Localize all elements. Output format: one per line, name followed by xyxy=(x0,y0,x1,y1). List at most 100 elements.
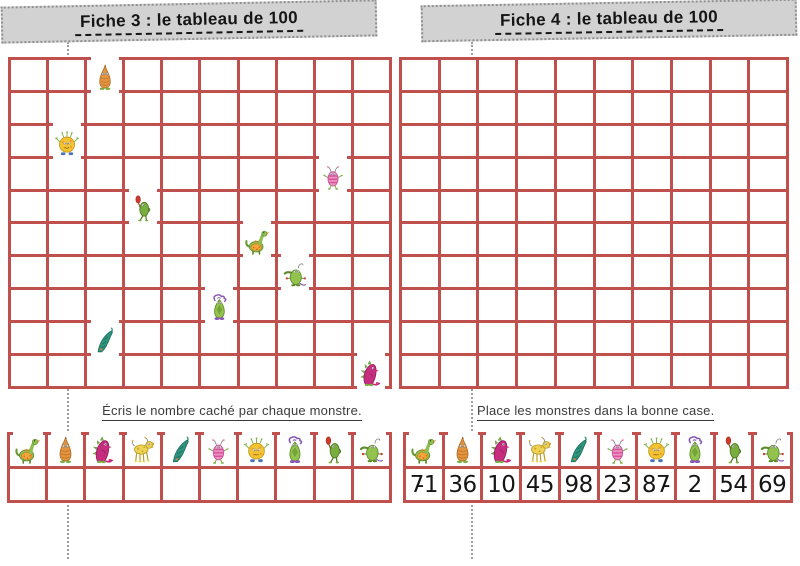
grid-cell[interactable] xyxy=(87,224,123,255)
grid-cell[interactable] xyxy=(440,323,477,354)
grid-cell[interactable] xyxy=(163,290,199,321)
grid-cell[interactable] xyxy=(711,224,748,255)
grid-cell[interactable] xyxy=(315,224,351,255)
grid-cell[interactable] xyxy=(239,125,275,156)
grid-cell[interactable] xyxy=(672,92,709,123)
grid-cell[interactable] xyxy=(711,60,748,90)
grid-cell[interactable] xyxy=(672,125,709,156)
grid-cell[interactable] xyxy=(353,158,389,189)
grid-cell[interactable] xyxy=(201,224,237,255)
strip-answer-cell[interactable] xyxy=(48,469,84,500)
grid-cell[interactable] xyxy=(556,224,593,255)
grid-cell[interactable] xyxy=(595,290,632,321)
grid-cell[interactable] xyxy=(440,356,477,386)
grid-cell[interactable] xyxy=(595,125,632,156)
grid-cell[interactable] xyxy=(49,290,85,321)
grid-cell[interactable] xyxy=(239,158,275,189)
grid-cell[interactable] xyxy=(315,290,351,321)
grid-cell[interactable] xyxy=(595,158,632,189)
grid-cell[interactable] xyxy=(277,290,313,321)
grid-cell[interactable] xyxy=(672,290,709,321)
grid-cell[interactable] xyxy=(711,158,748,189)
grid-cell[interactable] xyxy=(87,320,123,357)
grid-cell[interactable] xyxy=(11,158,47,189)
grid-cell[interactable] xyxy=(672,191,709,222)
grid-cell[interactable] xyxy=(672,60,709,90)
grid-cell[interactable] xyxy=(201,356,237,386)
grid-cell[interactable] xyxy=(595,356,632,386)
grid-cell[interactable] xyxy=(87,356,123,386)
strip-monster-cell[interactable] xyxy=(483,431,520,466)
grid-cell[interactable] xyxy=(556,158,593,189)
grid-cell[interactable] xyxy=(402,290,438,321)
strip-answer-cell[interactable] xyxy=(239,469,275,500)
strip-monster-cell[interactable] xyxy=(522,431,558,466)
grid-cell[interactable] xyxy=(595,224,632,255)
grid-cell[interactable] xyxy=(353,257,389,288)
strip-monster-cell[interactable] xyxy=(406,431,442,466)
grid-cell[interactable] xyxy=(556,92,593,123)
grid-cell[interactable] xyxy=(163,257,199,288)
grid-cell[interactable] xyxy=(711,125,748,156)
grid-cell[interactable] xyxy=(87,56,123,93)
grid-cell[interactable] xyxy=(479,224,516,255)
grid-cell[interactable] xyxy=(556,323,593,354)
grid-cell[interactable] xyxy=(634,191,670,222)
grid-cell[interactable] xyxy=(750,356,786,386)
grid-cell[interactable] xyxy=(750,60,786,90)
grid-cell[interactable] xyxy=(49,323,85,354)
grid-cell[interactable] xyxy=(239,323,275,354)
grid-cell[interactable] xyxy=(440,92,477,123)
strip-monster-cell[interactable] xyxy=(676,431,713,466)
grid-cell[interactable] xyxy=(518,257,554,288)
grid-cell[interactable] xyxy=(402,323,438,354)
grid-cell[interactable] xyxy=(277,158,313,189)
grid-cell[interactable] xyxy=(556,125,593,156)
grid-cell[interactable] xyxy=(750,125,786,156)
grid-cell[interactable] xyxy=(49,257,85,288)
grid-cell[interactable] xyxy=(672,257,709,288)
grid-cell[interactable] xyxy=(518,60,554,90)
grid-cell[interactable] xyxy=(634,257,670,288)
grid-cell[interactable] xyxy=(125,356,161,386)
grid-cell[interactable] xyxy=(125,224,161,255)
strip-monster-cell[interactable] xyxy=(715,431,752,466)
grid-cell[interactable] xyxy=(315,155,351,192)
strip-monster-cell[interactable] xyxy=(560,431,597,466)
grid-cell[interactable] xyxy=(672,224,709,255)
grid-cell[interactable] xyxy=(163,323,199,354)
grid-cell[interactable] xyxy=(634,125,670,156)
grid-cell[interactable] xyxy=(518,323,554,354)
grid-cell[interactable] xyxy=(277,323,313,354)
grid-cell[interactable] xyxy=(634,158,670,189)
grid-cell[interactable] xyxy=(750,92,786,123)
grid-cell[interactable] xyxy=(750,290,786,321)
grid-cell[interactable] xyxy=(201,257,237,288)
grid-cell[interactable] xyxy=(163,158,199,189)
strip-answer-cell[interactable] xyxy=(353,469,389,500)
grid-cell[interactable] xyxy=(49,92,85,123)
grid-cell[interactable] xyxy=(125,92,161,123)
grid-cell[interactable] xyxy=(518,290,554,321)
grid-cell[interactable] xyxy=(353,290,389,321)
grid-cell[interactable] xyxy=(201,158,237,189)
grid-cell[interactable] xyxy=(315,257,351,288)
grid-cell[interactable] xyxy=(479,158,516,189)
grid-cell[interactable] xyxy=(163,60,199,90)
grid-cell[interactable] xyxy=(11,290,47,321)
grid-cell[interactable] xyxy=(125,188,161,225)
grid-cell[interactable] xyxy=(440,191,477,222)
grid-cell[interactable] xyxy=(239,92,275,123)
strip-answer-cell[interactable] xyxy=(10,469,46,500)
strip-answer-cell[interactable] xyxy=(201,469,237,500)
grid-cell[interactable] xyxy=(353,352,389,389)
grid-cell[interactable] xyxy=(479,125,516,156)
grid-cell[interactable] xyxy=(634,290,670,321)
grid-cell[interactable] xyxy=(440,60,477,90)
grid-cell[interactable] xyxy=(518,158,554,189)
grid-cell[interactable] xyxy=(518,125,554,156)
grid-cell[interactable] xyxy=(315,191,351,222)
grid-cell[interactable] xyxy=(125,290,161,321)
grid-cell[interactable] xyxy=(711,323,748,354)
grid-cell[interactable] xyxy=(750,224,786,255)
